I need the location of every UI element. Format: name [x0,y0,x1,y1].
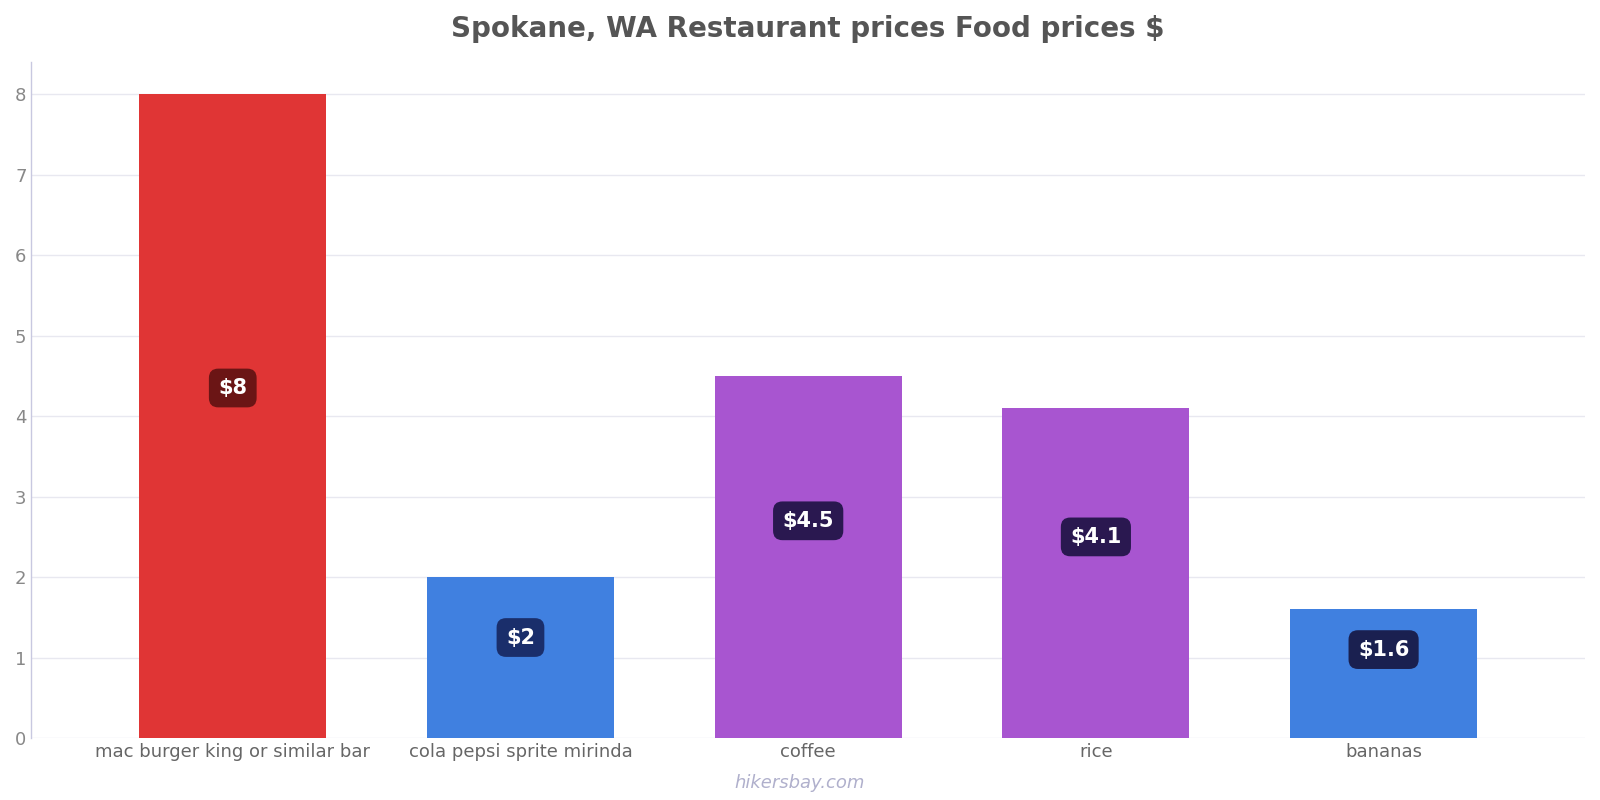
Text: $4.5: $4.5 [782,511,834,531]
Text: $8: $8 [218,378,248,398]
Title: Spokane, WA Restaurant prices Food prices $: Spokane, WA Restaurant prices Food price… [451,15,1165,43]
Bar [139,94,326,738]
Bar [715,376,902,738]
Text: $4.1: $4.1 [1070,527,1122,547]
Text: $2: $2 [506,627,534,647]
Bar [427,577,614,738]
Bar [1002,408,1189,738]
Text: hikersbay.com: hikersbay.com [734,774,866,792]
Bar [1290,610,1477,738]
Text: $1.6: $1.6 [1358,639,1410,659]
